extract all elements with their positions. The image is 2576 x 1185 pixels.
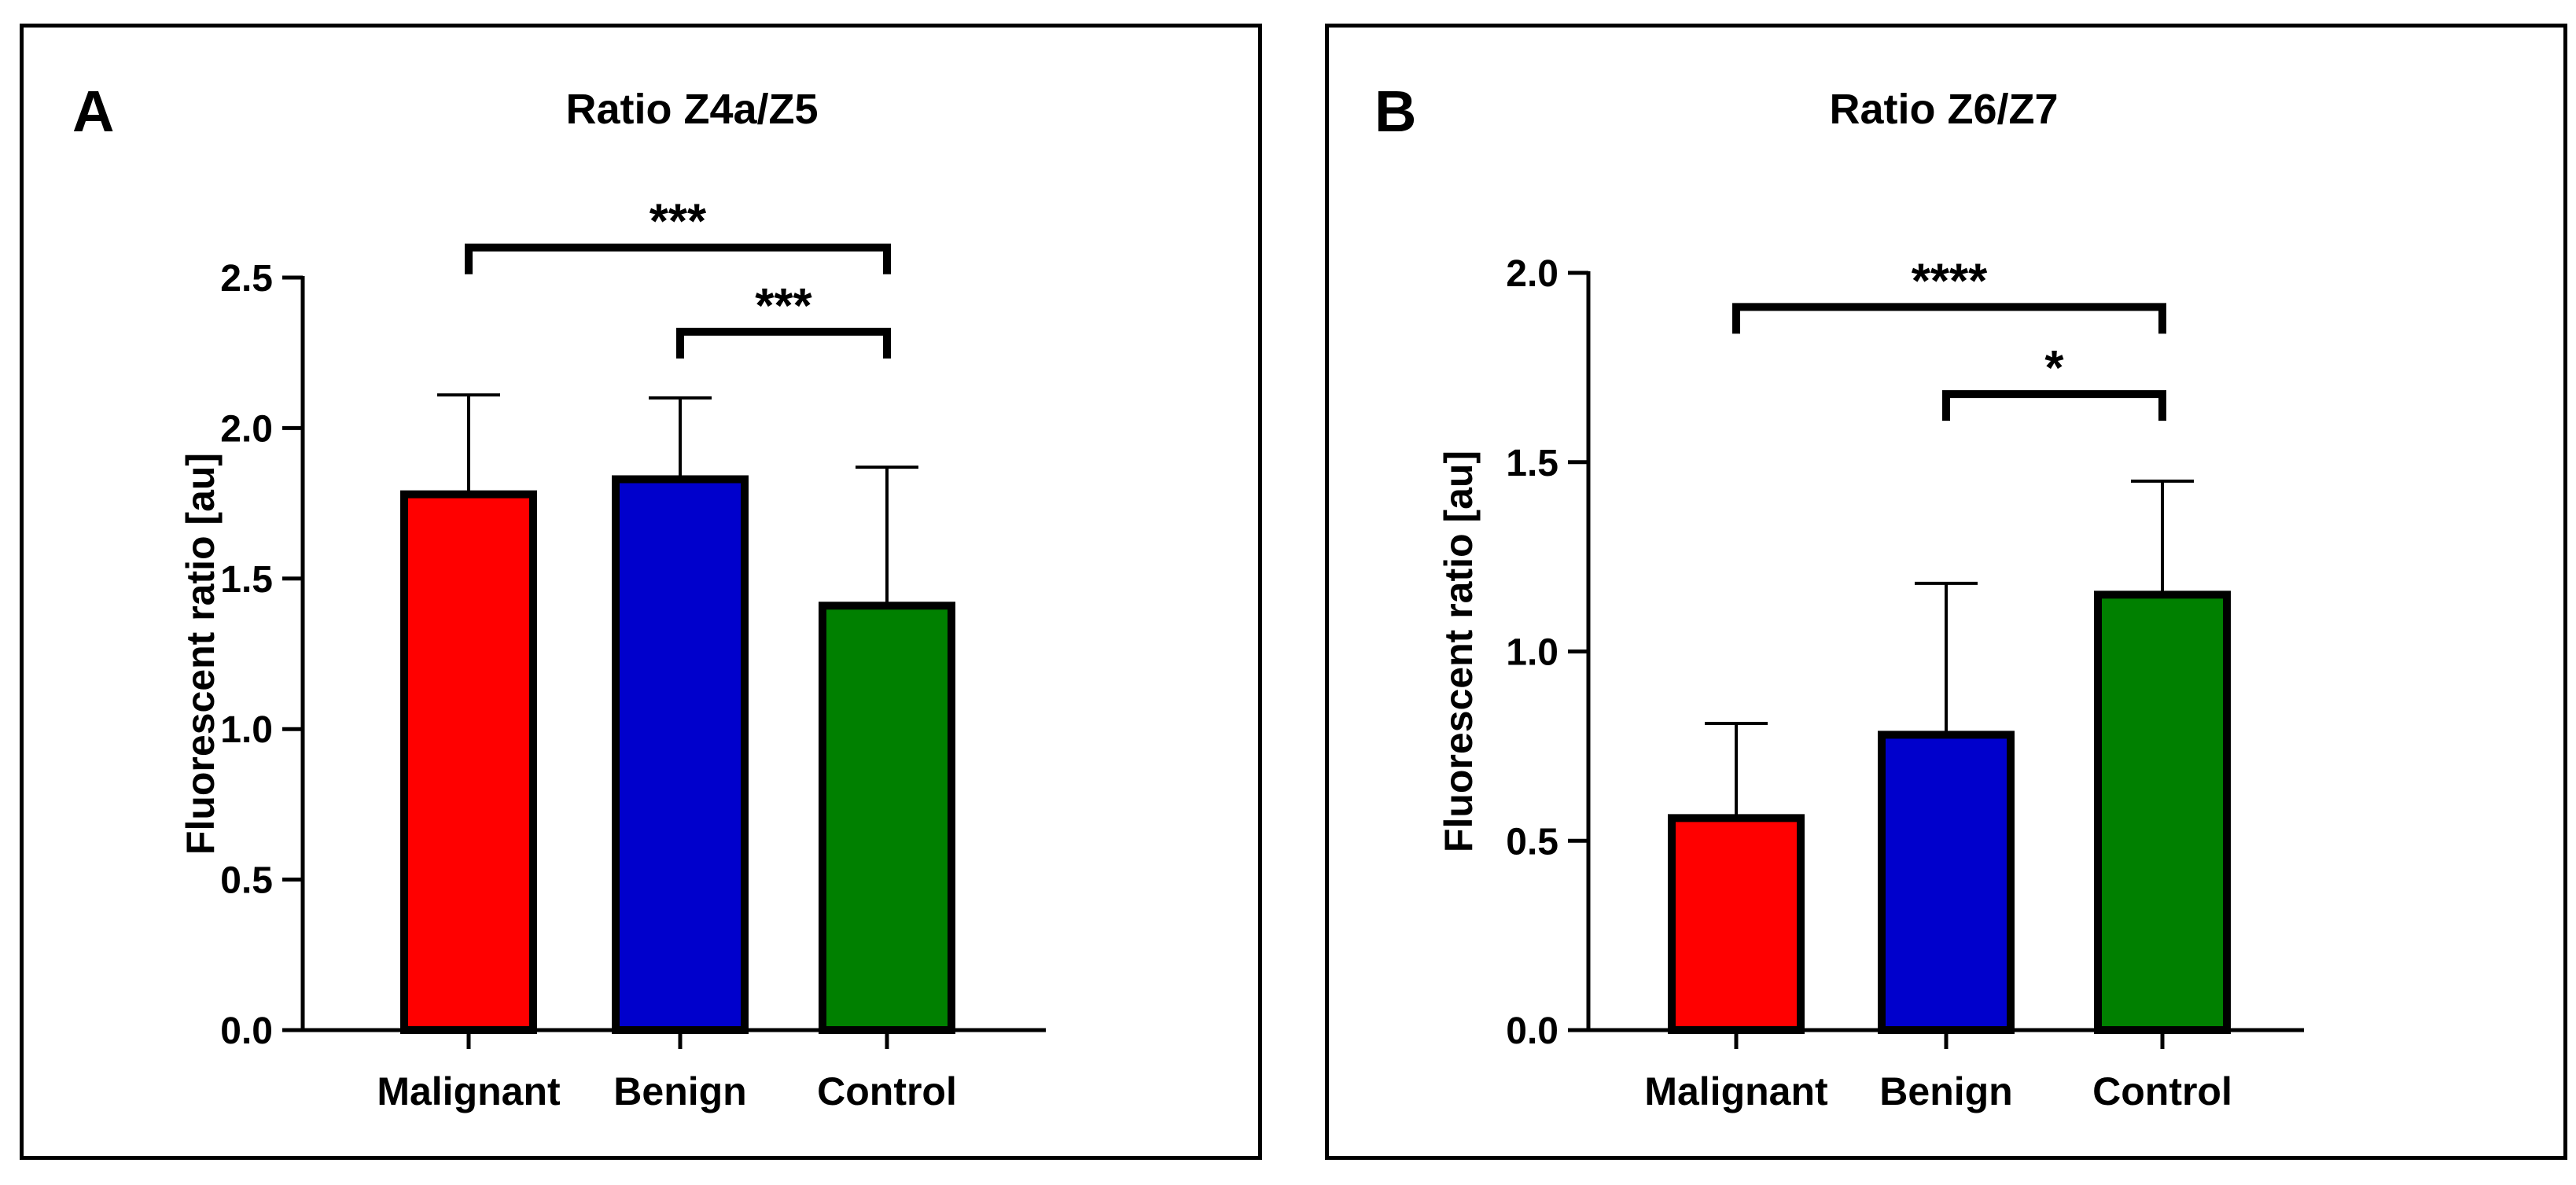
bar-control	[819, 602, 955, 1034]
y-tick-label: 0.5	[220, 860, 273, 902]
bar-malignant	[1668, 814, 1805, 1034]
x-tick-label-control: Control	[2092, 1069, 2232, 1113]
significance-label-1: ***	[650, 195, 707, 249]
y-tick-label: 2.0	[220, 408, 273, 450]
x-tick-label-benign: Benign	[613, 1069, 746, 1113]
y-tick-label: 1.0	[1506, 632, 1558, 674]
chart-title: Ratio Z6/Z7	[1829, 86, 2058, 133]
chart-title: Ratio Z4a/Z5	[565, 86, 818, 133]
chart-a-svg: A Ratio Z4a/Z5 Fluorescent ratio [au] Malig…	[72, 79, 1046, 1113]
y-tick-label: 0.5	[1506, 821, 1558, 863]
significance-label-1: ****	[1912, 254, 1988, 308]
y-tick-label: 1.5	[1506, 443, 1558, 484]
bar-control	[2094, 591, 2231, 1034]
y-tick-label: 1.0	[220, 709, 273, 751]
panel-letter: A	[72, 79, 114, 144]
bar-benign	[612, 475, 749, 1034]
significance-bracket-2	[1942, 390, 2166, 421]
chart-panel-b: B Ratio Z6/Z7 Fluorescent ratio [au] Malign…	[1325, 24, 2567, 1160]
y-tick-label: 2.0	[1506, 253, 1558, 295]
chart-panel-a: A Ratio Z4a/Z5 Fluorescent ratio [au] Malig…	[20, 24, 1262, 1160]
y-axis-label: Fluorescent ratio [au]	[178, 453, 223, 855]
panel-letter: B	[1374, 79, 1416, 144]
bar-malignant	[400, 490, 537, 1034]
y-tick-label: 0.0	[1506, 1010, 1558, 1052]
x-tick-label-malignant: Malignant	[377, 1069, 561, 1113]
x-tick-label-benign: Benign	[1879, 1069, 2012, 1113]
y-tick-label: 2.5	[220, 258, 273, 300]
significance-bracket-1	[465, 243, 891, 274]
chart-b-svg: B Ratio Z6/Z7 Fluorescent ratio [au] Malign…	[1374, 79, 2304, 1113]
x-tick-label-control: Control	[817, 1069, 957, 1113]
bar-benign	[1878, 731, 2015, 1034]
significance-bracket-1	[1732, 303, 2166, 334]
y-tick-label: 1.5	[220, 559, 273, 601]
significance-label-2: ***	[755, 279, 812, 333]
y-tick-label: 0.0	[220, 1010, 273, 1052]
x-tick-label-malignant: Malignant	[1644, 1069, 1828, 1113]
significance-bracket-2	[676, 327, 891, 359]
significance-label-2: *	[2044, 341, 2064, 396]
y-axis-label: Fluorescent ratio [au]	[1437, 451, 1481, 852]
